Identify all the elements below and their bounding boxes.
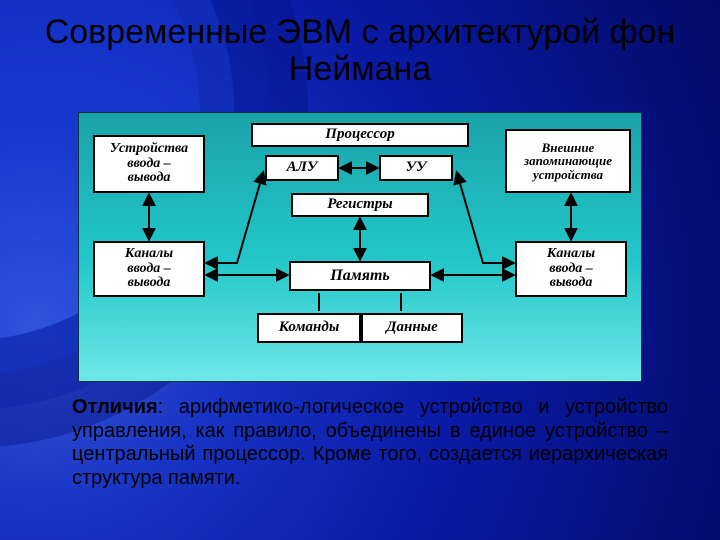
node-label: Внешниезапоминающиеустройства <box>524 141 612 182</box>
node-label: УУ <box>406 160 427 176</box>
caption-text: Отличия: арифметико-логическое устройств… <box>72 396 668 490</box>
node-label: Устройстваввода –вывода <box>110 142 188 186</box>
node-memory: Память <box>289 261 431 291</box>
slide: Современные ЭВМ с архитектурой фон Нейма… <box>0 0 720 540</box>
node-data: Данные <box>361 313 463 343</box>
node-label: Регистры <box>327 197 392 213</box>
caption-lead: Отличия <box>72 396 158 418</box>
node-processor: Процессор <box>251 123 469 147</box>
node-label: Процессор <box>325 127 394 143</box>
node-label: Команды <box>279 320 339 336</box>
node-external-memory: Внешниезапоминающиеустройства <box>505 129 631 193</box>
node-label: Память <box>330 268 389 285</box>
architecture-diagram: Устройстваввода –вывода Процессор АЛУ УУ… <box>78 112 642 382</box>
node-label: Данные <box>386 320 437 336</box>
node-label: АЛУ <box>287 160 318 176</box>
slide-title: Современные ЭВМ с архитектурой фон Нейма… <box>0 14 720 89</box>
caption-body: : арифметико-логическое устройство и уст… <box>72 396 668 489</box>
node-io-devices: Устройстваввода –вывода <box>93 135 205 193</box>
node-registers: Регистры <box>291 193 429 217</box>
node-control-unit: УУ <box>379 155 453 181</box>
node-alu: АЛУ <box>265 155 339 181</box>
node-commands: Команды <box>257 313 361 343</box>
node-label: Каналыввода –вывода <box>125 247 173 291</box>
node-label: Каналыввода –вывода <box>547 247 595 291</box>
node-io-channels-right: Каналыввода –вывода <box>515 241 627 297</box>
node-io-channels-left: Каналыввода –вывода <box>93 241 205 297</box>
